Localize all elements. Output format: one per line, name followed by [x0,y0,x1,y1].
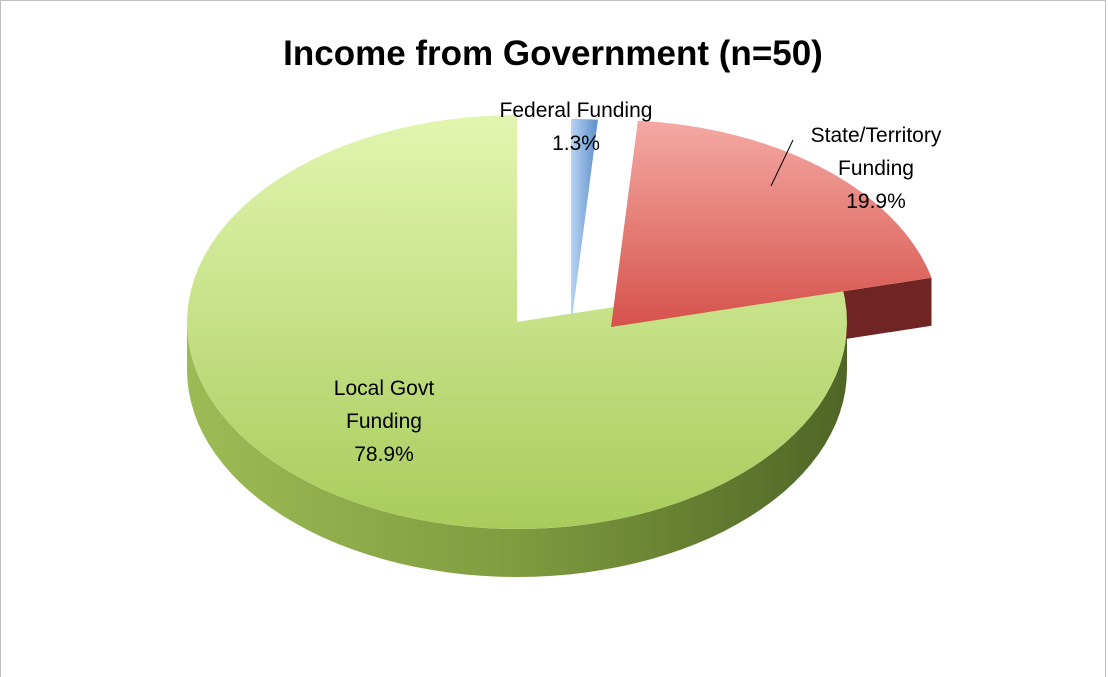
label-local-govt-funding-name: Funding [346,410,422,433]
label-federal-funding-value: 1.3% [552,132,600,155]
label-local-govt-funding-name: Local Govt [334,377,435,400]
label-federal-funding-name: Federal Funding [500,99,653,122]
label-state-territory-funding-name: State/Territory [811,124,942,147]
label-state-territory-funding-value: 19.9% [846,190,906,213]
label-state-territory-funding-name: Funding [838,157,914,180]
label-local-govt-funding-value: 78.9% [354,443,414,466]
